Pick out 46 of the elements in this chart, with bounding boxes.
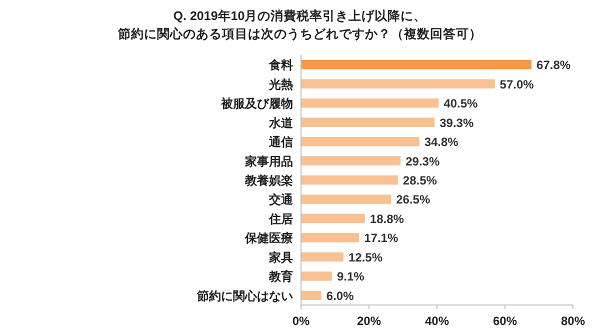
y-tick-label: 被服及び履物 [220, 96, 293, 111]
data-label: 6.0% [326, 288, 354, 303]
data-label: 12.5% [348, 250, 383, 264]
x-tick-label: 40% [424, 314, 450, 328]
y-tick-label: 教育 [268, 270, 293, 284]
y-tick-label: 交通 [268, 192, 294, 207]
data-label: 29.3% [406, 154, 440, 168]
chart-title: Q. 2019年10月の消費税率引き上げ以降に、 [173, 8, 427, 23]
y-tick-label: 食料 [268, 58, 293, 72]
bar [301, 194, 392, 204]
bar [301, 79, 495, 88]
bar [301, 252, 344, 262]
y-tick-label: 家具 [268, 250, 293, 264]
chart-subtitle: 節約に関心のある項目は次のうちどれですか？（複数回答可） [117, 26, 482, 41]
data-label: 18.8% [370, 212, 404, 226]
y-tick-label: 住居 [268, 212, 293, 226]
bar [301, 233, 360, 242]
y-tick-label: 保健医療 [244, 231, 293, 246]
data-label: 28.5% [402, 174, 438, 188]
data-label: 39.3% [440, 116, 474, 130]
bar [301, 272, 332, 281]
bar [301, 136, 420, 146]
data-label: 26.5% [396, 192, 430, 207]
bar [301, 290, 322, 300]
y-tick-label: 通信 [268, 135, 293, 150]
bar [301, 156, 401, 166]
y-tick-label: 家事用品 [244, 154, 293, 168]
bar [301, 98, 439, 108]
bar [301, 214, 365, 224]
x-tick-label: 80% [560, 314, 586, 328]
bar [301, 175, 398, 185]
data-label: 17.1% [364, 231, 398, 246]
y-tick-label: 節約に関心はない [196, 288, 293, 303]
data-label: 40.5% [444, 96, 478, 111]
y-tick-label: 教養娯楽 [244, 174, 293, 188]
data-label: 34.8% [424, 135, 459, 150]
bar [301, 60, 532, 70]
y-tick-label: 水道 [268, 116, 294, 130]
x-tick-label: 60% [492, 314, 518, 328]
bar [301, 118, 435, 127]
x-tick-label: 0% [292, 314, 310, 328]
data-label: 9.1% [336, 270, 365, 284]
x-tick-label: 20% [356, 314, 382, 328]
data-label: 57.0% [500, 77, 534, 92]
data-label: 67.8% [536, 58, 571, 72]
y-tick-label: 光熱 [268, 77, 293, 92]
